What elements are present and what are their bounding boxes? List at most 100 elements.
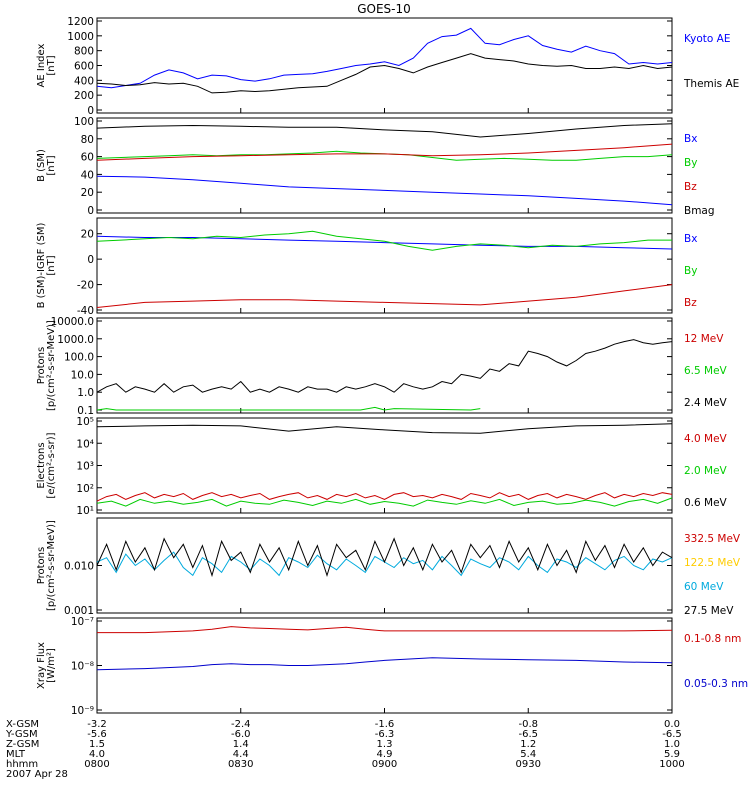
y-axis-label: Protons: [36, 347, 47, 384]
y-axis-label: Electrons: [36, 442, 47, 488]
x-axis-value: 0.0: [664, 719, 680, 730]
x-axis-value: 4.4: [233, 749, 249, 760]
panel-ae: 0 200 400 600 800 1000 1200 AE Index [nT] Kyoto A…: [36, 16, 739, 117]
series-line: [96, 406, 481, 411]
legend-entry: Kyoto AE: [684, 33, 730, 45]
x-axis-row-label: X-GSM: [6, 719, 39, 730]
legend-entry: 0.6 MeV: [684, 497, 728, 509]
series-line: [96, 143, 673, 161]
date-label: 2007 Apr 28: [6, 769, 68, 780]
legend-entry: Bx: [684, 233, 697, 245]
y-tick-label: 0: [87, 105, 94, 117]
panel-xray: 10⁻⁹ 10⁻⁸ 10⁻⁷ Xray Flux [W/m²] 0.1-0.8 nm 0.0…: [36, 616, 748, 717]
y-axis-label: [nT]: [46, 155, 57, 175]
legend-entry: 27.5 MeV: [684, 605, 734, 617]
x-axis-value: -0.8: [518, 719, 538, 730]
x-axis-row-label: hhmm: [6, 759, 38, 770]
x-axis-value: 0900: [372, 759, 397, 770]
legend-entry: Bz: [684, 297, 697, 309]
y-axis-label: [p/(cm²-s-sr-MeV)]: [46, 320, 57, 411]
y-tick-label: 10⁻⁹: [71, 705, 94, 717]
series-line: [96, 537, 673, 578]
series-line: [96, 150, 673, 161]
panel-bdiff: -40 -20 0 20 B (SM)-IGRF (SM) [nT] Bx By Bz: [36, 217, 697, 317]
legend-entry: By: [684, 265, 697, 277]
y-tick-label: 1200: [67, 16, 94, 28]
series-line: [96, 339, 673, 393]
chart-title: GOES-10: [357, 2, 411, 16]
legend-entry: 2.0 MeV: [684, 465, 728, 477]
series-line: [96, 175, 673, 206]
x-axis-value: -6.5: [518, 729, 538, 740]
x-axis-value: -6.0: [231, 729, 251, 740]
series-line: [96, 551, 673, 577]
series-line: [96, 53, 673, 94]
x-axis-value: -5.6: [87, 729, 107, 740]
x-axis-value: 4.0: [89, 749, 105, 760]
y-tick-label: 10⁵: [76, 416, 94, 428]
panel-bsm: 0 20 40 60 80 100 B (SM) [nT] Bx By Bz Bmag: [36, 116, 715, 217]
x-axis-value: 0930: [516, 759, 541, 770]
y-tick-label: -40: [77, 305, 94, 317]
y-tick-label: 10.0: [71, 369, 94, 381]
legend-entry: By: [684, 157, 697, 169]
y-tick-label: 1.0: [77, 387, 94, 399]
legend-entry: Bmag: [684, 205, 715, 217]
x-axis-value: 4.9: [377, 749, 393, 760]
panel-frame: [96, 217, 673, 314]
y-axis-label: Xray Flux: [36, 642, 47, 689]
legend-entry: 0.05-0.3 nm: [684, 678, 748, 690]
panel-electrons: 10¹ 10² 10³ 10⁴ 10⁵ Electrons [e/(cm²-s-sr)] 4.…: [36, 416, 728, 517]
panel-frame: [96, 317, 673, 414]
y-tick-label: 20: [81, 229, 94, 241]
panel-frame: [96, 517, 673, 614]
x-axis-value: 1.5: [89, 739, 105, 750]
legend-entry: Bz: [684, 181, 697, 193]
legend-entry: Themis AE: [683, 78, 739, 90]
x-axis-value: 1.2: [520, 739, 536, 750]
legend-entry: 4.0 MeV: [684, 433, 728, 445]
legend-entry: 0.1-0.8 nm: [684, 633, 741, 645]
y-axis-label: AE Index: [36, 43, 47, 87]
y-tick-label: 100.0: [64, 352, 94, 364]
y-tick-label: 1000: [67, 31, 94, 43]
x-axis-row-label: MLT: [6, 749, 26, 760]
series-line: [96, 27, 673, 89]
y-tick-label: 0: [87, 254, 94, 266]
y-tick-label: 800: [74, 46, 94, 58]
x-axis-row-label: Y-GSM: [5, 729, 38, 740]
y-axis-label: [e/(cm²-s-sr)]: [46, 432, 57, 498]
x-axis-value: -2.4: [231, 719, 251, 730]
y-axis-label: [nT]: [46, 255, 57, 275]
y-tick-label: 10000.0: [51, 316, 94, 328]
series-line: [96, 497, 673, 507]
series-line: [96, 492, 673, 502]
series-line: [96, 123, 673, 138]
x-axis-table: X-GSM -3.2 -2.4 -1.6 -0.8 0.0 Y-GSM -5.6 -6.0 -6.…: [5, 719, 685, 780]
x-axis-value: -6.3: [375, 729, 395, 740]
y-tick-label: 10¹: [76, 505, 94, 517]
panel-frame: [96, 617, 673, 714]
y-axis-label: [W/m²]: [46, 648, 57, 683]
x-axis-value: 1.3: [377, 739, 393, 750]
y-tick-label: 60: [81, 152, 94, 164]
x-axis-row-label: Z-GSM: [6, 739, 39, 750]
y-tick-label: 600: [74, 61, 94, 73]
legend-entry: 60 MeV: [684, 581, 724, 593]
legend-entry: 2.4 MeV: [684, 397, 728, 409]
y-axis-label: B (SM): [36, 149, 47, 182]
y-axis-label: Protons: [36, 547, 47, 584]
x-axis-value: 1000: [659, 759, 684, 770]
y-tick-label: 0.1: [77, 405, 94, 417]
y-tick-label: 100: [74, 116, 94, 128]
y-tick-label: 10³: [76, 461, 94, 473]
y-tick-label: 10⁻⁷: [71, 616, 94, 628]
y-axis-label: [nT]: [46, 55, 57, 75]
y-tick-label: 1000.0: [57, 334, 94, 346]
panel-frame: [96, 417, 673, 514]
legend-entry: 6.5 MeV: [684, 365, 728, 377]
y-axis-label: B (SM)-IGRF (SM): [36, 223, 47, 309]
series-line: [96, 284, 673, 308]
